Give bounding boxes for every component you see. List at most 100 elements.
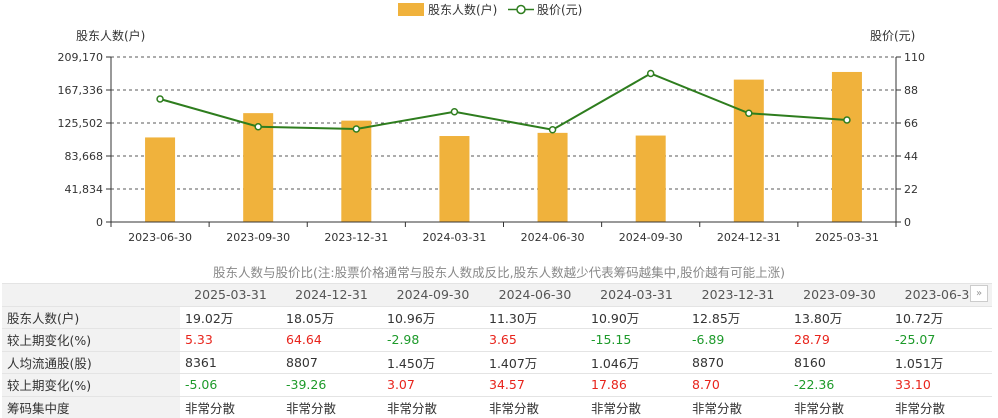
column-header: 2023-06-30 (890, 283, 992, 306)
table-header-row: 2025-03-31 2024-12-31 2024-09-30 2024-06-30… (2, 283, 992, 306)
y-left-axis-title: 股东人数(户) (76, 28, 145, 43)
legend-line-label: 股价(元) (537, 3, 582, 17)
bar[interactable] (733, 79, 764, 222)
table-cell: 3.65 (484, 328, 586, 351)
legend-bar-swatch (398, 3, 424, 16)
y-right-tick-label: 44 (904, 150, 918, 163)
bar[interactable] (831, 71, 862, 222)
column-header: 2024-09-30 (382, 283, 484, 306)
table-cell: 18.05万 (281, 305, 382, 329)
x-tick-label: 2023-09-30 (226, 231, 290, 244)
price-point[interactable] (745, 109, 753, 117)
table-body: 股东人数(户) 19.02万 18.05万 10.96万 11.30万 10.90万 12.… (2, 305, 992, 418)
table-cell: 10.90万 (586, 305, 687, 329)
table-cell: 1.046万 (586, 350, 687, 374)
table-cell: 非常分散 (586, 395, 687, 418)
table-cell: 8.70 (687, 373, 789, 396)
y-right-tick-label: 22 (904, 183, 918, 196)
row-label: 股东人数(户) (2, 305, 180, 329)
y-right-tick-label: 88 (904, 84, 918, 97)
y-left-tick-label: 125,502 (58, 117, 104, 130)
table-cell: -39.26 (281, 373, 382, 396)
y-left-tick-label: 209,170 (58, 51, 104, 64)
table-cell: 13.80万 (789, 305, 890, 329)
table-cell: 1.450万 (382, 350, 484, 374)
table-cell: 非常分散 (789, 395, 890, 418)
legend-bar-label: 股东人数(户) (428, 2, 497, 17)
line-series (156, 69, 851, 134)
row-label: 较上期变化(%) (2, 328, 180, 351)
table-row: 较上期变化(%) 5.33 64.64 -2.98 3.65 -15.15 -6.89 28.… (2, 328, 992, 351)
table-cell: -6.89 (687, 328, 789, 351)
price-point[interactable] (156, 95, 164, 103)
shareholder-table: 2025-03-31 2024-12-31 2024-09-30 2024-06-30… (2, 283, 992, 418)
bar[interactable] (341, 120, 372, 222)
table-cell: 8160 (789, 350, 890, 374)
table-cell: 8807 (281, 350, 382, 374)
chart-legend[interactable]: 股东人数(户) 股价(元) (398, 2, 582, 17)
table-cell: 10.72万 (890, 305, 992, 329)
table-cell: 17.86 (586, 373, 687, 396)
table-cell: 34.57 (484, 373, 586, 396)
y-left-tick-label: 167,336 (58, 84, 104, 97)
price-point[interactable] (646, 69, 655, 78)
y-left-tick-label: 41,834 (65, 183, 104, 196)
table-row: 人均流通股(股) 8361 8807 1.450万 1.407万 1.046万 8870 81… (2, 350, 992, 374)
bar-series (145, 71, 862, 222)
table-row: 筹码集中度 非常分散 非常分散 非常分散 非常分散 非常分散 非常分散 非常分散 非常分散 (2, 395, 992, 418)
legend-line-marker (516, 4, 526, 15)
table-cell: 非常分散 (281, 395, 382, 418)
table-cell: 非常分散 (382, 395, 484, 418)
y-left-tick-label: 0 (96, 216, 103, 229)
bar[interactable] (243, 113, 274, 222)
table-cell: 非常分散 (687, 395, 789, 418)
table-cell: 12.85万 (687, 305, 789, 329)
bar[interactable] (635, 135, 666, 222)
column-header: 2024-12-31 (281, 283, 382, 306)
price-point[interactable] (254, 123, 262, 131)
table-cell: 3.07 (382, 373, 484, 396)
table-cell: 1.407万 (484, 350, 586, 374)
table-cell: 8870 (687, 350, 789, 374)
table-cell: 非常分散 (180, 395, 281, 418)
y-right-tick-label: 110 (904, 51, 925, 64)
chart-caption: 股东人数与股价比(注:股票价格通常与股东人数成反比,股东人数越少代表筹码越集中,… (213, 265, 785, 280)
table-cell: 非常分散 (484, 395, 586, 418)
y-right-tick-label: 66 (904, 117, 918, 130)
bar[interactable] (439, 136, 470, 222)
x-tick-label: 2023-06-30 (128, 231, 192, 244)
table-cell: 19.02万 (180, 305, 281, 329)
table-cell: 64.64 (281, 328, 382, 351)
table-cell: 33.10 (890, 373, 992, 396)
x-tick-label: 2024-09-30 (619, 231, 683, 244)
table-cell: 5.33 (180, 328, 281, 351)
table-cell: -15.15 (586, 328, 687, 351)
table-cell: 1.051万 (890, 350, 992, 374)
bar[interactable] (537, 132, 568, 222)
price-point[interactable] (352, 125, 361, 133)
axes: 0 0 41,834 22 83,668 44 125,502 66 167,336 88 209,… (58, 51, 926, 244)
price-point[interactable] (548, 126, 557, 134)
table-corner (2, 283, 180, 306)
x-tick-label: 2023-12-31 (324, 231, 388, 244)
row-label: 人均流通股(股) (2, 350, 180, 374)
bar[interactable] (145, 137, 176, 222)
row-label: 较上期变化(%) (2, 373, 180, 396)
table-cell: 11.30万 (484, 305, 586, 329)
price-point[interactable] (450, 108, 459, 116)
table-cell: 8361 (180, 350, 281, 374)
table-cell: -2.98 (382, 328, 484, 351)
row-label: 筹码集中度 (2, 395, 180, 418)
x-tick-label: 2025-03-31 (815, 231, 879, 244)
more-columns-button[interactable]: » (970, 285, 988, 302)
table-cell: -25.07 (890, 328, 992, 351)
y-right-axis-title: 股价(元) (870, 29, 915, 43)
table-row: 股东人数(户) 19.02万 18.05万 10.96万 11.30万 10.90万 12.… (2, 305, 992, 329)
column-header: 2023-12-31 (687, 283, 789, 306)
table-cell: 10.96万 (382, 305, 484, 329)
column-header: 2023-09-30 (789, 283, 890, 306)
price-line (159, 72, 848, 131)
price-point[interactable] (843, 116, 851, 124)
shareholder-price-chart: 股东人数(户) 股价(元) 股东人数(户) 股价(元) 0 0 41,834 22 83… (58, 2, 926, 244)
y-right-tick-label: 0 (904, 216, 911, 229)
